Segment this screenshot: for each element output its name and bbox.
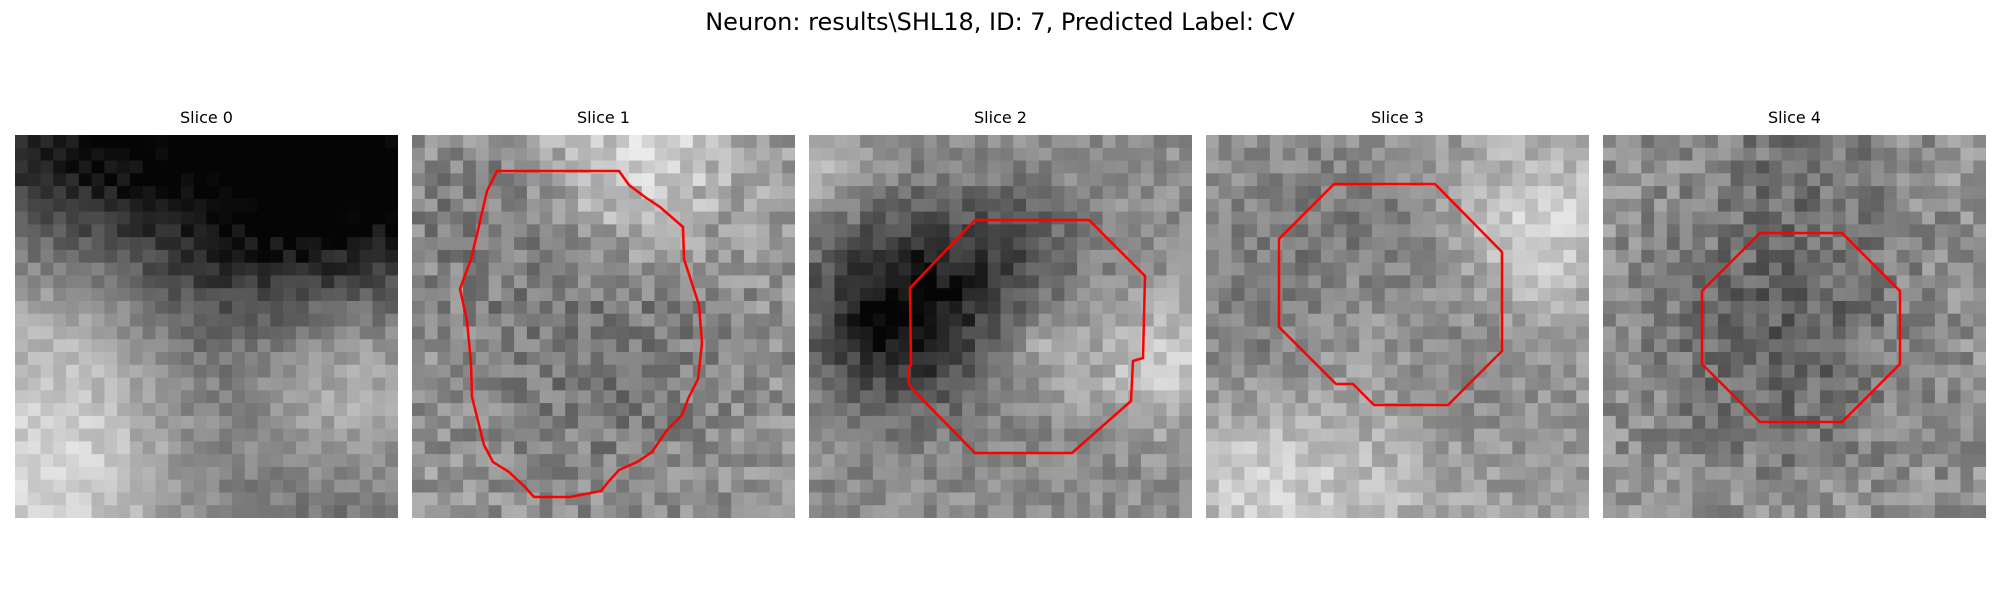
slice-3-contour	[1277, 182, 1504, 407]
slice-3-image	[1206, 135, 1589, 518]
slice-2-image	[809, 135, 1192, 518]
slice-1-panel: Slice 1	[412, 108, 795, 518]
slice-4-label: Slice 4	[1768, 108, 1821, 127]
slice-3-panel: Slice 3	[1206, 108, 1589, 518]
slice-2-panel: Slice 2	[809, 108, 1192, 518]
slice-0-panel: Slice 0	[15, 108, 398, 518]
figure-title: Neuron: results\SHL18, ID: 7, Predicted …	[705, 8, 1295, 36]
slice-4-contour	[1700, 231, 1902, 424]
slice-4-panel: Slice 4	[1603, 108, 1986, 518]
slice-1-image	[412, 135, 795, 518]
slice-1-contour	[458, 169, 704, 499]
slice-3-label: Slice 3	[1371, 108, 1424, 127]
slice-2-contour	[906, 218, 1147, 455]
slice-4-image	[1603, 135, 1986, 518]
slice-0-image	[15, 135, 398, 518]
slice-0-label: Slice 0	[180, 108, 233, 127]
slice-2-label: Slice 2	[974, 108, 1027, 127]
slice-1-label: Slice 1	[577, 108, 630, 127]
